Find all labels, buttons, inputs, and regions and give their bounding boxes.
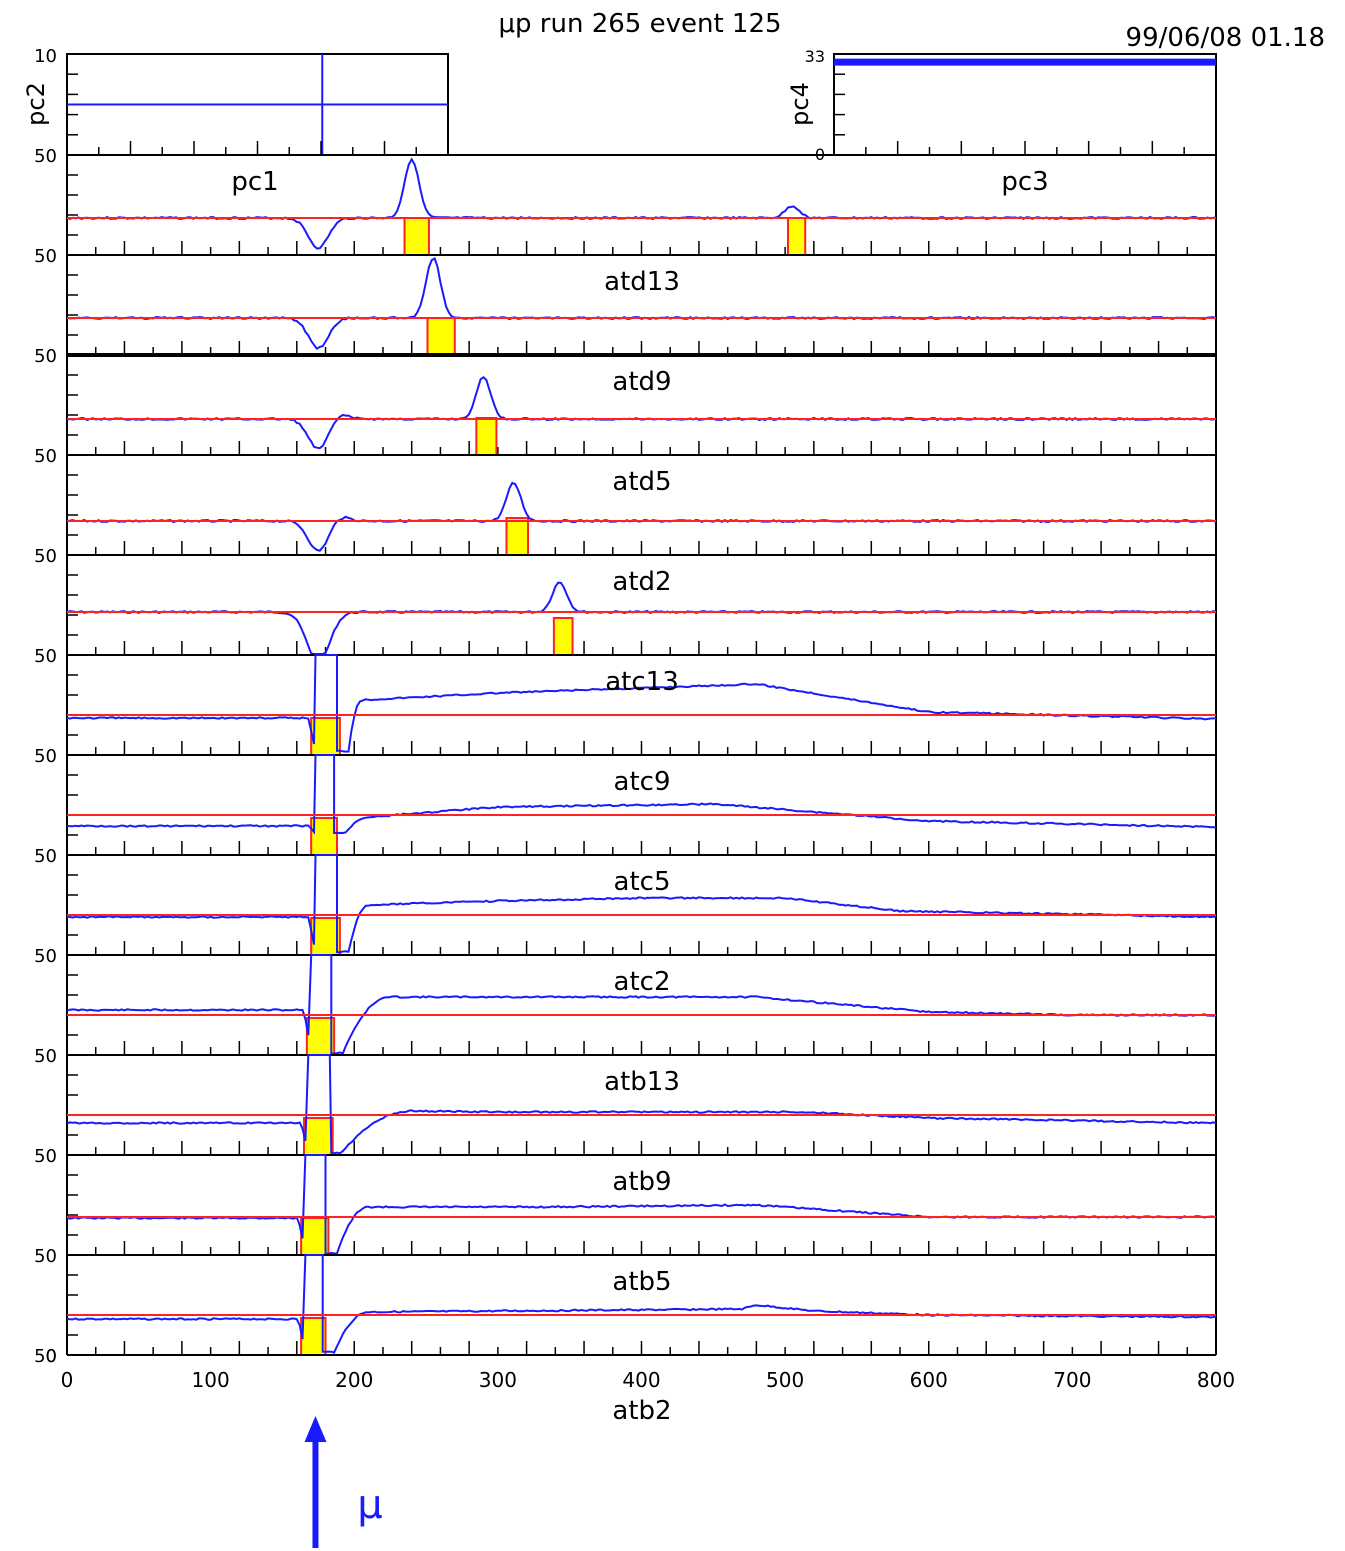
channel-label-atc2: atc2 bbox=[614, 967, 671, 997]
x-tick-label: 100 bbox=[192, 1368, 230, 1392]
trigger-window bbox=[786, 217, 807, 256]
muon-label: μ bbox=[357, 1482, 382, 1528]
panels-group: pc21050pc433050pc1pc350atd1350atd950atd5… bbox=[22, 46, 1217, 1367]
trigger-window bbox=[300, 1217, 330, 1256]
muon-annotation: μ bbox=[304, 1416, 383, 1548]
trigger-window bbox=[475, 417, 498, 456]
trigger-window bbox=[403, 217, 430, 256]
x-axis-title: atb2 bbox=[612, 1396, 671, 1426]
channel-label-atc13: atc13 bbox=[605, 667, 679, 697]
y-tick-label: 50 bbox=[34, 246, 57, 267]
panel-atd13: 50 atd13 bbox=[34, 254, 1217, 367]
channel-label-atd13: atd13 bbox=[604, 267, 680, 297]
y-tick-label: 50 bbox=[34, 1046, 57, 1067]
panel-atc9: 50 atc9 bbox=[34, 754, 1217, 867]
muon-arrow-head bbox=[304, 1416, 327, 1442]
x-tick-label: 300 bbox=[479, 1368, 517, 1392]
trigger-window bbox=[302, 1117, 334, 1156]
y-tick-label: 50 bbox=[34, 446, 57, 467]
pc2-ytick-bottom: 50 bbox=[34, 146, 57, 167]
waveform-atc9 bbox=[66, 754, 1217, 835]
pc4-panel: pc4330 bbox=[786, 47, 1217, 164]
x-tick-label: 600 bbox=[910, 1368, 948, 1392]
x-tick-label: 800 bbox=[1197, 1368, 1235, 1392]
trigger-window bbox=[426, 317, 456, 356]
x-tick-label: 500 bbox=[766, 1368, 804, 1392]
y-tick-label: 50 bbox=[34, 646, 57, 667]
pc4-label: pc4 bbox=[786, 82, 814, 126]
y-tick-label: 50 bbox=[34, 1246, 57, 1267]
panel-atd9: 50 atd9 bbox=[34, 353, 1217, 467]
run-title: μp run 265 event 125 bbox=[498, 9, 781, 39]
channel-label-atb13: atb13 bbox=[604, 1067, 680, 1097]
y-tick-label: 50 bbox=[34, 846, 57, 867]
panel-atb13: 50 atb13 bbox=[34, 1054, 1217, 1167]
panel-atd5: 50 atd5 bbox=[34, 454, 1217, 567]
y-tick-label: 50 bbox=[34, 746, 57, 767]
y-tick-label-bottom: 0 bbox=[46, 1346, 57, 1367]
pc4-frame bbox=[833, 53, 1217, 156]
x-tick-label: 400 bbox=[622, 1368, 660, 1392]
waveform-atb13 bbox=[66, 1054, 1217, 1155]
waveform-atc2 bbox=[66, 954, 1217, 1055]
trigger-window bbox=[310, 717, 341, 756]
panel-atc13: 50 atc13 bbox=[34, 654, 1217, 767]
channel-label-atb9: atb9 bbox=[612, 1167, 671, 1197]
trigger-window bbox=[310, 917, 341, 956]
x-tick-label: 200 bbox=[335, 1368, 373, 1392]
channel-label-atd5: atd5 bbox=[612, 467, 671, 497]
y-tick-label: 50 bbox=[34, 346, 57, 367]
waveform-atc5 bbox=[66, 854, 1217, 954]
panel-atc5: 50 atc5 bbox=[34, 854, 1217, 967]
channel-label-atd9: atd9 bbox=[612, 367, 671, 397]
timestamp: 99/06/08 01.18 bbox=[1126, 23, 1325, 53]
panel-atb5: 50 atb5 0 bbox=[34, 1254, 1217, 1367]
pc2-ytick-top: 10 bbox=[34, 46, 57, 67]
x-tick-label: 0 bbox=[61, 1368, 74, 1392]
x-axis: 0 100 200 300 400 500 600 700 800 atb2 bbox=[61, 1354, 1235, 1426]
pc4-ytick-top: 33 bbox=[805, 47, 825, 66]
y-tick-label: 50 bbox=[34, 1346, 57, 1367]
x-tick-label: 700 bbox=[1053, 1368, 1091, 1392]
channel-label-atc5: atc5 bbox=[614, 867, 671, 897]
trigger-window bbox=[505, 517, 530, 556]
y-tick-label: 50 bbox=[34, 946, 57, 967]
y-tick-label: 50 bbox=[34, 546, 57, 567]
channel-label-atb5: atb5 bbox=[612, 1267, 671, 1297]
panel-atd2: 50 atd2 bbox=[34, 554, 1217, 667]
y-tick-label: 50 bbox=[34, 1146, 57, 1167]
trigger-window bbox=[305, 1017, 336, 1056]
panel-pc1: 50 pc1 pc3 bbox=[34, 154, 1217, 267]
channel-label-atd2: atd2 bbox=[612, 567, 671, 597]
pc2-panel: pc2 10 50 bbox=[22, 46, 449, 167]
pc2-label: pc2 bbox=[22, 82, 50, 126]
channel-label-pc3: pc3 bbox=[1001, 167, 1048, 197]
channel-label-atc9: atc9 bbox=[614, 767, 671, 797]
channel-label-pc1: pc1 bbox=[231, 167, 278, 197]
trigger-window bbox=[552, 617, 574, 656]
panel-atc2: 50 atc2 bbox=[34, 954, 1217, 1067]
panel-atb9: 50 atb9 bbox=[34, 1154, 1217, 1267]
